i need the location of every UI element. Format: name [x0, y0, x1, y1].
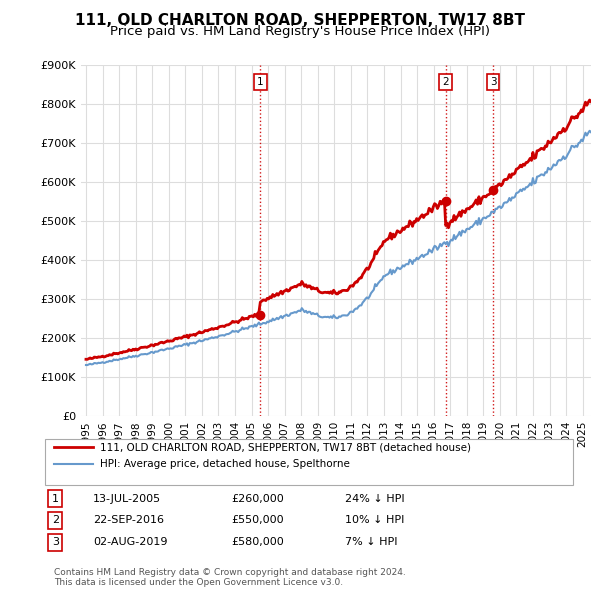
Text: 2: 2	[52, 516, 59, 525]
Text: 111, OLD CHARLTON ROAD, SHEPPERTON, TW17 8BT: 111, OLD CHARLTON ROAD, SHEPPERTON, TW17…	[75, 13, 525, 28]
Text: 3: 3	[490, 77, 496, 87]
Text: Price paid vs. HM Land Registry's House Price Index (HPI): Price paid vs. HM Land Registry's House …	[110, 25, 490, 38]
Text: 02-AUG-2019: 02-AUG-2019	[93, 537, 167, 547]
Text: 1: 1	[52, 494, 59, 503]
Text: 7% ↓ HPI: 7% ↓ HPI	[345, 537, 398, 547]
Text: £580,000: £580,000	[231, 537, 284, 547]
Text: 3: 3	[52, 537, 59, 547]
Text: £260,000: £260,000	[231, 494, 284, 503]
Text: 24% ↓ HPI: 24% ↓ HPI	[345, 494, 404, 503]
Text: Contains HM Land Registry data © Crown copyright and database right 2024.
This d: Contains HM Land Registry data © Crown c…	[54, 568, 406, 587]
Text: £550,000: £550,000	[231, 516, 284, 525]
Text: HPI: Average price, detached house, Spelthorne: HPI: Average price, detached house, Spel…	[100, 459, 350, 468]
Text: 10% ↓ HPI: 10% ↓ HPI	[345, 516, 404, 525]
Text: 1: 1	[257, 77, 264, 87]
Text: 13-JUL-2005: 13-JUL-2005	[93, 494, 161, 503]
Text: 2: 2	[442, 77, 449, 87]
Text: 111, OLD CHARLTON ROAD, SHEPPERTON, TW17 8BT (detached house): 111, OLD CHARLTON ROAD, SHEPPERTON, TW17…	[100, 442, 471, 452]
Text: 22-SEP-2016: 22-SEP-2016	[93, 516, 164, 525]
